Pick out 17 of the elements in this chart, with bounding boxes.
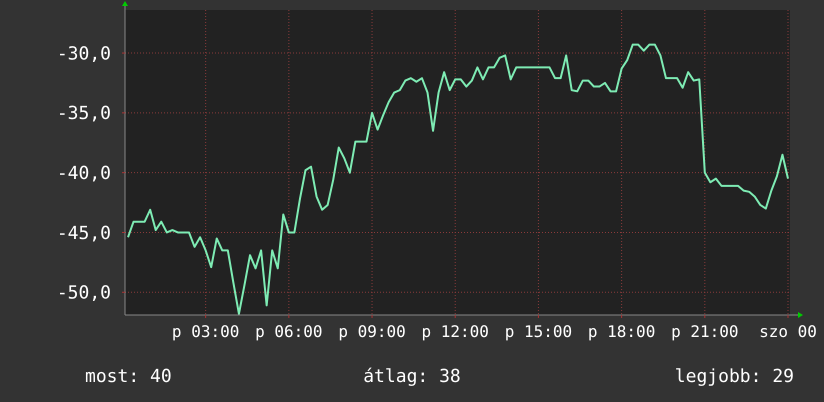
x-tick-label: p 21:00	[671, 322, 739, 341]
y-tick-label: -30,0	[56, 43, 111, 64]
y-tick-label: -45,0	[56, 222, 111, 244]
x-tick-label: p 15:00	[504, 322, 572, 341]
x-tick-label: p 18:00	[588, 322, 656, 341]
y-tick-label: -50,0	[56, 282, 111, 304]
text: legjobb: 29	[674, 366, 794, 387]
x-tick-label: p 12:00	[422, 322, 489, 341]
line-series	[127, 44, 789, 315]
text: átlag: 38	[363, 366, 461, 387]
y-tick-label: -40,0	[56, 162, 111, 184]
x-tick-label: p 03:00	[172, 322, 240, 341]
text: most: 40	[85, 366, 172, 387]
x-tick-label: szo 00	[759, 322, 817, 341]
y-tick-label: -35,0	[56, 103, 111, 124]
x-tick-label: p 09:00	[338, 322, 406, 341]
x-tick-label: p 06:00	[255, 322, 323, 341]
